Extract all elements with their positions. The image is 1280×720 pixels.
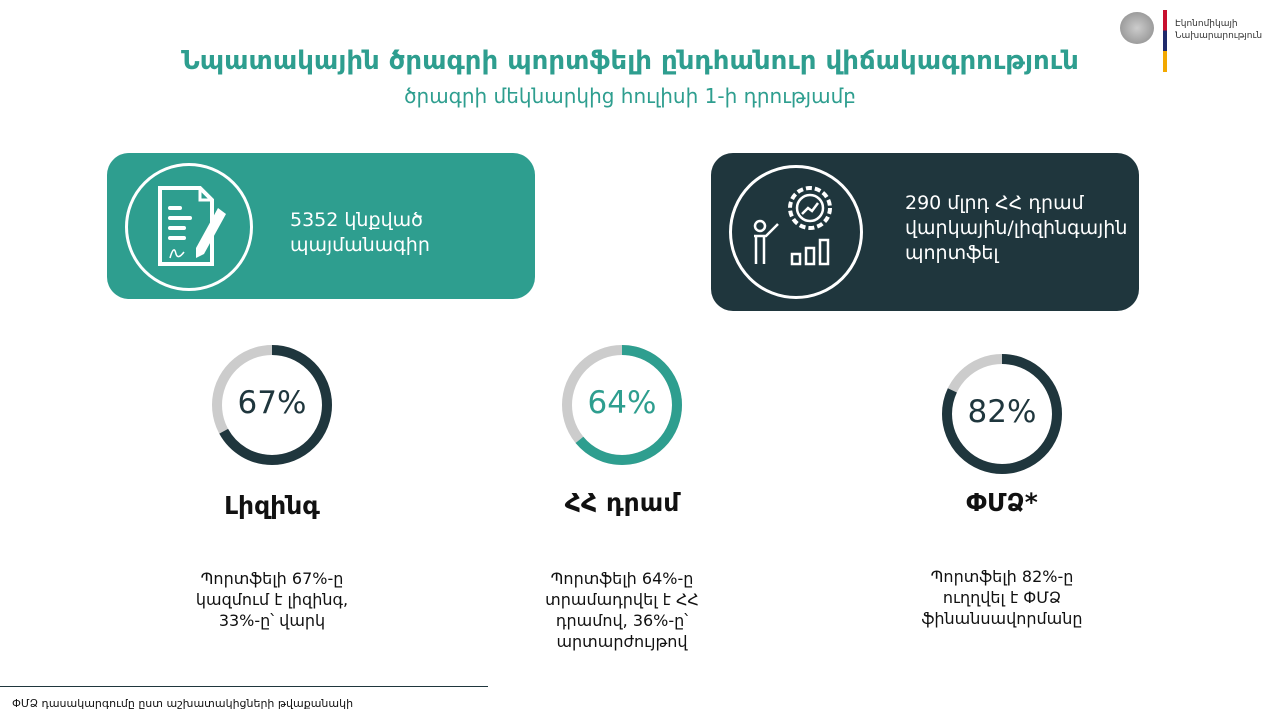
donut-3 — [937, 349, 1067, 483]
footnote: ՓՄՁ դասակարգումը ըստ աշխատակիցների թվաքա… — [12, 697, 354, 710]
contracts-count: 5352 կնքված — [290, 209, 423, 231]
footer-divider — [0, 686, 488, 687]
description-line: դրամով, 36%-ը՝ — [555, 611, 689, 630]
contracts-card: 5352 կնքված պայմանագիր — [107, 153, 535, 299]
ministry-logo: Էկոնոմիկայի Նախարարություն — [1120, 10, 1275, 72]
donut-value-label: 64% — [587, 385, 657, 421]
donut-arc — [942, 354, 1062, 474]
description-line: տրամադրվել է ՀՀ — [545, 590, 699, 609]
coat-of-arms-icon — [1120, 12, 1154, 44]
ministry-name-line2: Նախարարություն — [1175, 31, 1263, 41]
signed-document-icon — [125, 163, 253, 291]
category-description: Պորտֆելի 67%-ը կազմում է լիզինգ, 33%-ը՝ վա… — [142, 568, 402, 631]
donut-arc — [212, 345, 332, 465]
description-line: Պորտֆելի 64%-ը — [550, 569, 694, 588]
description-line: ֆինանսավորմանը — [921, 609, 1083, 628]
flag-stripe — [1163, 10, 1167, 72]
category-description: Պորտֆելի 64%-ը տրամադրվել է ՀՀ դրամով, 36%… — [492, 568, 752, 652]
donut-1 — [207, 340, 337, 474]
donut-arc — [562, 345, 682, 465]
page-title: Նպատակային ծրագրի պորտֆելի ընդհանուր վիճ… — [181, 46, 1079, 76]
portfolio-label: պորտֆել — [905, 242, 999, 264]
description-line: Պորտֆելի 67%-ը — [200, 569, 344, 588]
description-line: արտարժույթով — [556, 632, 688, 651]
category-heading: ՀՀ դրամ — [564, 488, 680, 517]
portfolio-type: վարկային/լիզինգային — [905, 217, 1128, 239]
category-heading: ՓՄՁ* — [966, 488, 1038, 517]
contracts-label: պայմանագիր — [290, 234, 430, 256]
portfolio-card: 290 մլրդ ՀՀ դրամ վարկային/լիզինգային պորտֆ… — [711, 153, 1139, 311]
donut-value-label: 82% — [967, 394, 1037, 430]
gear-growth-presenter-icon — [729, 165, 863, 299]
description-line: կազմում է լիզինգ, — [195, 590, 349, 609]
donut-2 — [557, 340, 687, 474]
portfolio-amount: 290 մլրդ ՀՀ դրամ — [905, 192, 1084, 214]
category-heading: Լիզինգ — [224, 491, 320, 520]
description-line: 33%-ը՝ վարկ — [218, 611, 326, 630]
ministry-name-line1: Էկոնոմիկայի — [1175, 19, 1238, 29]
category-description: Պորտֆելի 82%-ը ուղղվել է ՓՄՁ ֆինանսավորման… — [872, 566, 1132, 629]
description-line: Պորտֆելի 82%-ը — [930, 567, 1074, 586]
donut-value-label: 67% — [237, 385, 307, 421]
page-subtitle: ծրագրի մեկնարկից հուլիսի 1-ի դրությամբ — [404, 84, 856, 108]
description-line: ուղղվել է ՓՄՁ — [942, 588, 1062, 607]
